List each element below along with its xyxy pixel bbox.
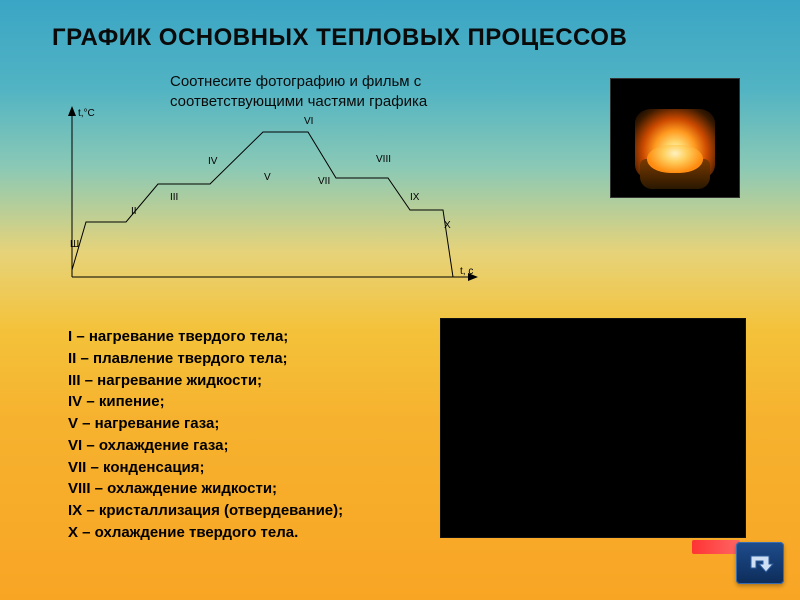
svg-text:IV: IV: [208, 156, 218, 167]
svg-text:VI: VI: [304, 116, 313, 127]
return-arrow-icon: [745, 550, 775, 576]
page-title: ГРАФИК ОСНОВНЫХ ТЕПЛОВЫХ ПРОЦЕССОВ: [52, 24, 627, 52]
svg-text:III: III: [170, 192, 178, 203]
legend-item: IX – кристаллизация (отвердевание);: [68, 500, 343, 522]
video-placeholder[interactable]: [440, 318, 746, 538]
legend-item: X – охлаждение твердого тела.: [68, 522, 343, 544]
foundry-photo: [610, 78, 740, 198]
legend-item: II – плавление твердого тела;: [68, 348, 343, 370]
svg-text:t, c: t, c: [460, 266, 473, 277]
legend-item: VI – охлаждение газа;: [68, 435, 343, 457]
legend-item: VIII – охлаждение жидкости;: [68, 478, 343, 500]
svg-text:VII: VII: [318, 176, 330, 187]
thermal-chart: t,°Сt, cШIIIIIIVVVIVIIVIIIIXX: [58, 102, 478, 287]
svg-text:t,°С: t,°С: [78, 108, 95, 119]
legend-item: IV – кипение;: [68, 391, 343, 413]
legend-item: V – нагревание газа;: [68, 413, 343, 435]
brand-badge: [692, 540, 740, 554]
legend-item: III – нагревание жидкости;: [68, 370, 343, 392]
svg-text:Ш: Ш: [70, 239, 79, 250]
svg-text:II: II: [131, 206, 137, 217]
return-button[interactable]: [736, 542, 784, 584]
svg-text:VIII: VIII: [376, 154, 391, 165]
legend-item: VII – конденсация;: [68, 457, 343, 479]
svg-text:V: V: [264, 172, 271, 183]
legend-item: I – нагревание твердого тела;: [68, 326, 343, 348]
svg-text:IX: IX: [410, 192, 420, 203]
legend-list: I – нагревание твердого тела;II – плавле…: [68, 326, 343, 544]
svg-text:X: X: [444, 220, 451, 231]
